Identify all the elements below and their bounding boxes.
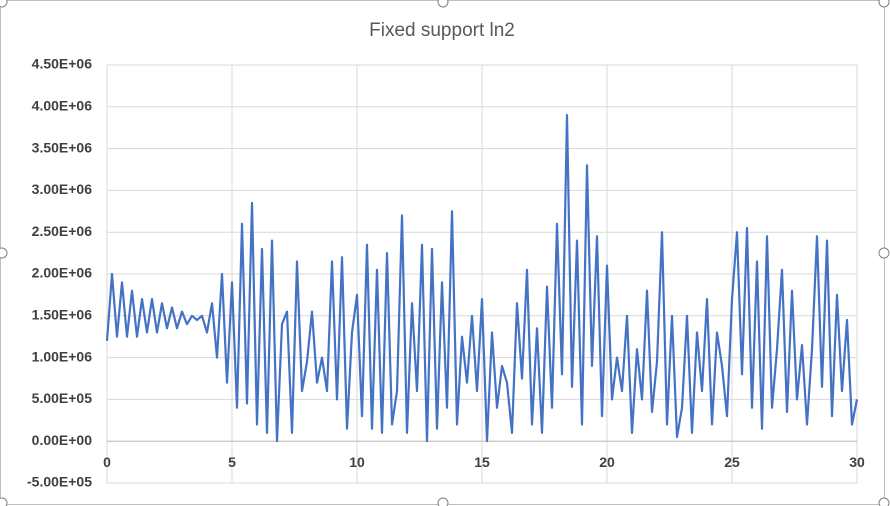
x-tick-label: 30 [849,454,865,470]
y-tick-label: 4.50E+06 [32,56,93,72]
y-tick-label: 1.50E+06 [32,307,93,323]
x-tick-label: 15 [474,454,490,470]
y-tick-label: 0.00E+00 [32,432,93,448]
y-tick-label: 1.00E+06 [32,348,93,364]
x-tick-label: 0 [103,454,111,470]
x-tick-label: 10 [349,454,365,470]
y-tick-label: 2.50E+06 [32,223,93,239]
chart-title: Fixed support ln2 [369,20,515,41]
y-tick-label: 3.00E+06 [32,181,93,197]
y-tick-label: 2.00E+06 [32,265,93,281]
y-tick-label: -5.00E+05 [27,474,92,490]
y-tick-label: 5.00E+05 [32,390,93,406]
x-tick-label: 20 [599,454,615,470]
y-tick-label: 4.00E+06 [32,98,93,114]
x-tick-label: 25 [724,454,740,470]
data-line [105,114,859,443]
x-tick-label: 5 [228,454,236,470]
y-tick-label: 3.50E+06 [32,139,93,155]
